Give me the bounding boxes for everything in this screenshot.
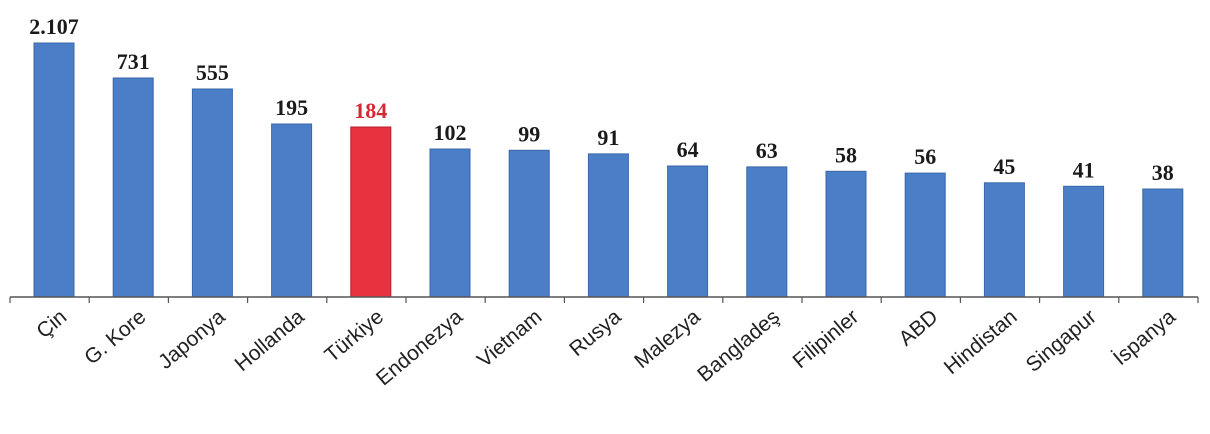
category-label-singapur: Singapur <box>1022 305 1101 377</box>
value-label-vietnam: 99 <box>518 121 540 146</box>
value-label-japonya: 555 <box>196 60 229 85</box>
value-label-endonezya: 102 <box>434 120 467 145</box>
bar-hollanda <box>271 123 313 298</box>
x-axis-ticks <box>9 297 1199 303</box>
bar-ispanya <box>1142 188 1184 298</box>
category-label-hindistan: Hindistan <box>940 305 1022 379</box>
value-label-hollanda: 195 <box>275 95 308 120</box>
value-label-singapur: 41 <box>1073 157 1095 182</box>
bar-cin <box>33 42 75 298</box>
bar-vietnam <box>508 149 550 298</box>
bars-group <box>33 42 1184 298</box>
bar-rusya <box>587 153 629 298</box>
bar-japonya <box>191 88 233 298</box>
category-label-vietnam: Vietnam <box>473 305 547 372</box>
bar-g-kore <box>112 77 154 298</box>
category-label-malezya: Malezya <box>630 305 705 373</box>
category-labels-group: Çin G. Kore Japonya Hollanda TürkiyeEndonezy… <box>32 305 1180 390</box>
value-label-malezya: 64 <box>677 137 699 162</box>
value-label-banglades: 63 <box>756 138 778 163</box>
bar-banglades <box>746 166 788 298</box>
category-label-banglades: Bangladeş <box>693 305 784 386</box>
value-label-g-kore: 731 <box>117 49 150 74</box>
category-label-japonya: Japonya <box>154 305 230 374</box>
bar-endonezya <box>429 148 471 298</box>
category-label-hollanda: Hollanda <box>231 305 310 376</box>
bar-singapur <box>1063 185 1105 298</box>
value-label-rusya: 91 <box>597 125 619 150</box>
bar-turkiye <box>350 126 392 298</box>
category-label-endonezya: Endonezya <box>372 305 468 390</box>
category-label-rusya: Rusya <box>565 305 626 361</box>
value-labels-group: 2.107 731 555 195 184 102 99 91 64 63 58 56 45 41 38 <box>29 14 1174 185</box>
bar-hindistan <box>983 182 1025 298</box>
category-label-ispanya: İspanya <box>1109 305 1180 370</box>
value-label-turkiye: 184 <box>354 98 387 123</box>
category-label-turkiye: Türkiye <box>320 305 388 367</box>
category-label-filipinler: Filipinler <box>789 305 864 373</box>
bar-abd <box>904 172 946 298</box>
value-label-cin: 2.107 <box>29 14 79 39</box>
bar-malezya <box>667 165 709 298</box>
value-label-ispanya: 38 <box>1152 160 1174 185</box>
category-label-cin: Çin <box>32 305 71 343</box>
value-label-hindistan: 45 <box>993 154 1015 179</box>
category-label-abd: ABD <box>895 305 943 350</box>
value-label-abd: 56 <box>914 144 936 169</box>
bar-filipinler <box>825 170 867 298</box>
category-label-g-kore: G. Kore <box>80 305 150 369</box>
value-label-filipinler: 58 <box>835 142 857 167</box>
